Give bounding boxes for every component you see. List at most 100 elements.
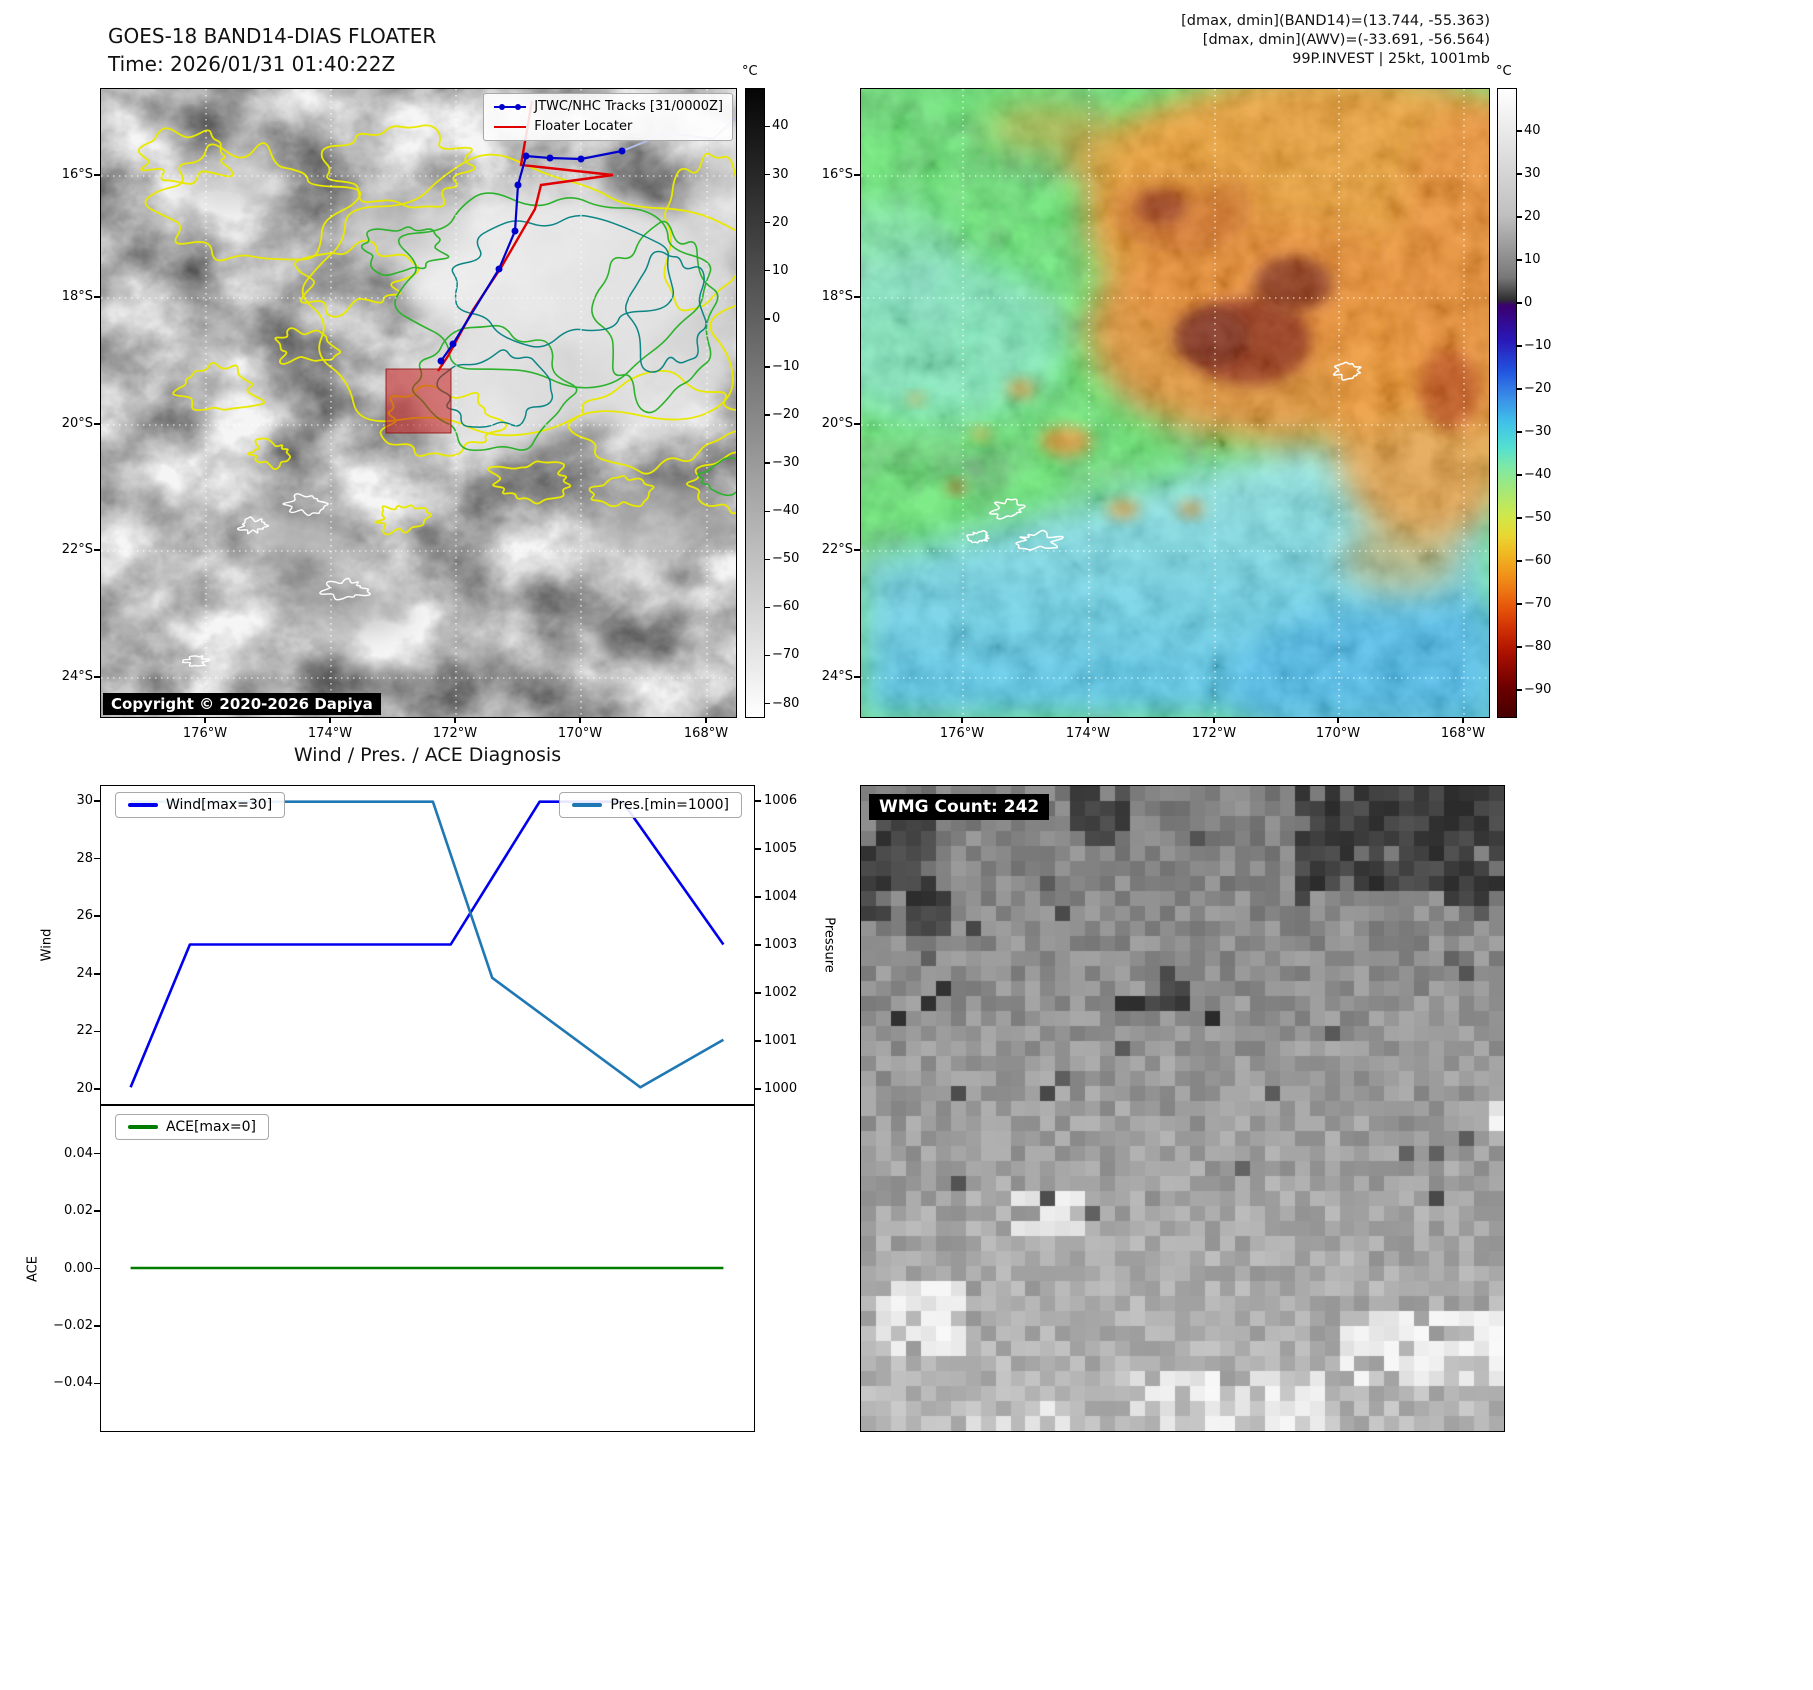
band14-panel-title: GOES-18 BAND14-DIAS FLOATER [108, 24, 437, 48]
left-y-tick: 24 [76, 965, 93, 981]
contour-yellow [320, 124, 476, 209]
tick-mark [705, 718, 707, 723]
tick-mark [755, 1040, 761, 1042]
awv-header-block: [dmax, dmin](BAND14)=(13.744, -55.363) [… [1181, 12, 1490, 69]
tick-mark [1517, 474, 1522, 476]
band14-colorbar-tick: −30 [772, 455, 800, 471]
band14-colorbar-tick: 30 [772, 166, 789, 182]
jtwc-track-point [449, 340, 457, 348]
awv-lon-tick: 168°W [1440, 726, 1486, 741]
awv-lat-tick: 16°S [821, 167, 853, 182]
contour-yellow [487, 460, 572, 505]
tick-mark [755, 992, 761, 994]
band14-title-block: GOES-18 BAND14-DIAS FLOATER Time: 2026/0… [108, 22, 436, 78]
left-y-tick: 22 [76, 1023, 93, 1039]
awv-map [860, 88, 1490, 718]
band14-map-image [101, 89, 736, 717]
awv-colorbar [1497, 88, 1517, 718]
contour-teal [451, 214, 675, 348]
awv-map-image [861, 89, 1489, 717]
contour-yellow [246, 437, 292, 471]
awv-colorbar-tick: −90 [1524, 682, 1552, 698]
band14-colorbar-tick: 10 [772, 262, 789, 278]
tick-mark [1517, 431, 1522, 433]
tick-mark [204, 718, 206, 723]
tick-mark [765, 414, 770, 416]
band14-colorbar-tick: −50 [772, 551, 800, 567]
band14-lat-tick: 18°S [61, 289, 93, 304]
contour-yellow [137, 127, 234, 185]
copyright-label: Copyright © 2020-2026 Dapiya [103, 693, 381, 715]
contour-yellow [172, 361, 266, 412]
coastline [237, 516, 270, 535]
cold-cloud-shield [591, 479, 731, 559]
wind-axis-label: Wind [39, 928, 55, 962]
jtwc-track-point [437, 357, 445, 365]
tick-mark [755, 944, 761, 946]
left-y-tick: 28 [76, 850, 93, 866]
band14-colorbar-tick: 20 [772, 214, 789, 230]
chart-legend: ACE[max=0] [115, 1114, 270, 1140]
jtwc-track-point [514, 181, 522, 189]
band14-lon-tick: 172°W [432, 726, 478, 741]
awv-lon-tick: 176°W [939, 726, 985, 741]
coastline [181, 655, 211, 667]
awv-colorbar-tick: 20 [1524, 209, 1541, 224]
contour-yellow [663, 152, 736, 312]
band14-colorbar-unit: °C [742, 64, 758, 79]
tick-mark [755, 1088, 761, 1090]
tick-mark [1517, 560, 1522, 562]
contour-teal [624, 250, 707, 373]
awv-dmax-dmin-label: [dmax, dmin](AWV)=(-33.691, -56.564) [1202, 32, 1490, 48]
series-pres-min-1000- [130, 800, 725, 1089]
tick-mark [1213, 718, 1215, 723]
awv-lon-tick: 170°W [1315, 726, 1361, 741]
wmg-count-label: WMG Count: 242 [869, 794, 1050, 820]
coastline [989, 498, 1026, 520]
right-y-tick: 1001 [764, 1033, 798, 1049]
contour-green [591, 220, 719, 414]
awv-lat-tick: 18°S [821, 289, 853, 304]
tick-mark [765, 173, 770, 176]
tick-mark [579, 718, 581, 723]
band14-lon-tick: 174°W [307, 726, 353, 741]
tick-mark [1517, 646, 1522, 648]
tick-mark [1517, 345, 1522, 347]
contour-yellow [301, 153, 736, 437]
tick-mark [755, 896, 761, 898]
left-y-tick: 0.04 [64, 1145, 93, 1161]
awv-colorbar-unit: °C [1496, 64, 1512, 79]
band14-colorbar-tick: 0 [772, 310, 781, 326]
wmg-mosaic-image [861, 786, 1504, 1431]
tick-mark [765, 462, 770, 464]
tick-mark [765, 606, 770, 609]
contour-yellow [567, 369, 736, 475]
pressure-axis-label: Pressure [821, 917, 837, 973]
band14-map-legend: JTWC/NHC Tracks [31/0000Z] Floater Locate… [483, 93, 733, 141]
awv-colorbar-tick: −50 [1524, 510, 1552, 526]
band14-lon-tick: 176°W [182, 726, 228, 741]
wmg-panel: WMG Count: 242 [860, 785, 1505, 1432]
cold-cloud-shield [176, 149, 286, 209]
tick-mark [1087, 718, 1089, 723]
contour-yellow [374, 504, 433, 536]
tick-mark [1517, 388, 1522, 390]
awv-lat-tick: 20°S [821, 416, 853, 431]
legend-label: Wind[max=30] [166, 797, 273, 813]
band14-lat-tick: 16°S [61, 167, 93, 182]
tick-mark [755, 800, 761, 802]
tick-mark [765, 366, 770, 368]
legend-line-sample [494, 104, 527, 110]
tick-mark [755, 848, 761, 850]
contour-yellow [294, 239, 420, 318]
band14-time-label: Time: 2026/01/31 01:40:22Z [108, 52, 396, 76]
contour-yellow [588, 475, 655, 508]
contour-yellow [274, 327, 342, 365]
left-y-tick: 30 [76, 792, 93, 808]
awv-colorbar-tick: 30 [1524, 166, 1541, 181]
tick-mark [765, 318, 770, 320]
right-y-tick: 1004 [764, 888, 798, 904]
invest-status-label: 99P.INVEST | 25kt, 1001mb [1292, 51, 1490, 67]
cold-cloud-shield [253, 513, 349, 565]
